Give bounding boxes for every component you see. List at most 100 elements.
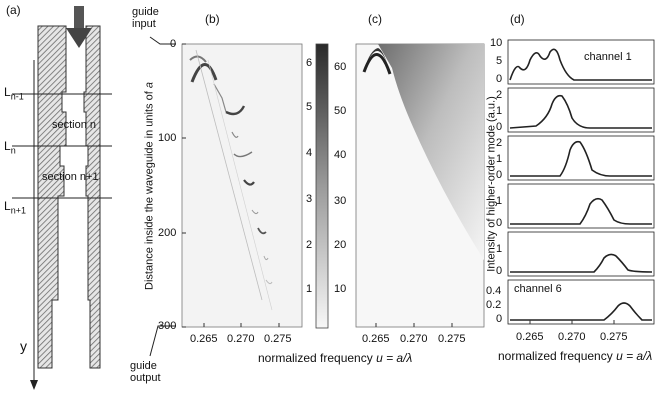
channel-4-plot — [507, 183, 655, 229]
panel-a-label: (a) — [6, 3, 21, 17]
panel-b-xtick-1: 0.265 — [190, 333, 218, 345]
guide-output-line2: output — [130, 372, 161, 384]
panel-b-map — [181, 43, 303, 328]
row4-ytick-0: 0 — [496, 217, 503, 229]
panel-d-xlabel-text: normalized frequency — [498, 349, 617, 363]
label-L-n+1-base: L — [4, 199, 11, 213]
row2-ytick-1: 1 — [496, 105, 503, 117]
row3-ytick-1: 1 — [496, 153, 503, 165]
panel-d-label: (d) — [510, 12, 525, 26]
panel-b-xtick-3: 0.275 — [264, 333, 292, 345]
colorbar — [315, 43, 329, 329]
panel-d-xticks — [529, 320, 615, 324]
cbar-right-20: 20 — [334, 239, 347, 251]
row4-ytick-1: 1 — [496, 195, 503, 207]
panel-d-xtick-1: 0.265 — [516, 331, 544, 343]
panel-b-label: (b) — [205, 12, 220, 26]
cbar-right-50: 50 — [334, 105, 347, 117]
panel-b-ytick-300: 300 — [158, 320, 177, 332]
channel-1-label: channel 1 — [584, 51, 632, 63]
row5-ytick-0: 0 — [496, 265, 503, 277]
row2-ytick-2: 2 — [496, 89, 503, 101]
panel-b-ylabel: Distance inside the waveguide in units o… — [143, 82, 156, 290]
row6-ytick-0.2: 0.2 — [486, 299, 502, 311]
shared-xlabel-text: normalized frequency — [258, 351, 377, 365]
y-axis-label: y — [20, 338, 27, 354]
section-n-label: section n — [52, 119, 97, 131]
left-wall — [37, 25, 67, 369]
cbar-left-1: 1 — [306, 283, 313, 295]
cbar-left-6: 6 — [306, 57, 313, 69]
panel-d-xlabel: normalized frequency u = a/λ — [498, 350, 652, 362]
panel-b-ytick-200: 200 — [158, 227, 177, 239]
guide-input-leader — [149, 36, 176, 45]
panel-b-features — [189, 49, 273, 311]
section-n1-label: section n+1 — [42, 171, 99, 183]
right-wall — [83, 25, 101, 369]
label-L-n+1: Ln+1 — [4, 200, 26, 216]
y-axis-arrow-icon — [30, 60, 38, 390]
label-L-n-1: Ln-1 — [4, 86, 24, 102]
panel-c-xtick-2: 0.270 — [400, 333, 428, 345]
channel-6-label: channel 6 — [514, 283, 562, 295]
panel-d-xlabel-var: u = a/λ — [616, 349, 653, 363]
channel-5-curve — [510, 253, 653, 273]
row3-ytick-0: 0 — [496, 169, 503, 181]
shared-xlabel-var: u = a/λ — [376, 351, 413, 365]
panel-b-ylabel-text: Distance inside the waveguide in units o… — [143, 88, 156, 290]
cbar-right-30: 30 — [334, 195, 347, 207]
channel-6-plot — [507, 279, 655, 325]
panel-b-xtick-2: 0.270 — [227, 333, 255, 345]
panel-b-xticks — [203, 323, 280, 327]
row5-ytick-1: 1 — [496, 243, 503, 255]
label-L-n-1-sub: n-1 — [10, 91, 24, 102]
label-L-n: Ln — [4, 140, 16, 156]
label-L-n+1-sub: n+1 — [10, 205, 26, 216]
panel-c-peak-outline — [362, 53, 392, 75]
row1-ytick-10: 10 — [490, 37, 503, 49]
guide-input-line2: input — [132, 18, 156, 30]
cbar-left-2: 2 — [306, 239, 313, 251]
cbar-left-3: 3 — [306, 193, 313, 205]
cbar-right-10: 10 — [334, 283, 347, 295]
guide-input-label: guide input — [132, 6, 159, 30]
panel-d-xtick-3: 0.275 — [600, 331, 628, 343]
channel-1-plot — [507, 39, 655, 85]
guide-output-line1: guide — [130, 360, 157, 372]
channel-4-curve — [510, 197, 652, 225]
panel-c-fade-region — [378, 44, 484, 260]
panel-c-label: (c) — [368, 12, 382, 26]
label-L-n-base: L — [4, 139, 11, 153]
channel-5-plot — [507, 231, 655, 277]
channel-2-curve — [509, 94, 652, 129]
panel-d-plots — [507, 39, 655, 325]
cbar-right-60: 60 — [334, 61, 347, 73]
channel-6-curve — [510, 302, 652, 321]
panel-d-xtick-2: 0.270 — [558, 331, 586, 343]
channel-3-plot — [507, 135, 655, 181]
panel-b-ytick-0: 0 — [170, 38, 177, 50]
row1-ytick-5: 5 — [496, 55, 503, 67]
panel-c-xtick-1: 0.265 — [362, 333, 390, 345]
row2-ytick-0: 0 — [496, 121, 503, 133]
cbar-left-4: 4 — [306, 147, 313, 159]
guide-output-label: guide output — [130, 360, 161, 384]
input-arrow-icon — [66, 6, 92, 48]
label-L-n-sub: n — [10, 145, 16, 156]
row1-ytick-0: 0 — [496, 73, 503, 85]
label-L-n-1-base: L — [4, 85, 11, 99]
panel-b-ytick-100: 100 — [158, 132, 177, 144]
panel-b-yticks — [182, 43, 186, 328]
row6-ytick-0: 0 — [496, 313, 503, 325]
panel-c-xticks — [375, 323, 453, 327]
cbar-left-5: 5 — [306, 101, 313, 113]
guide-output-leader — [149, 325, 176, 357]
channel-2-plot — [507, 87, 655, 133]
panel-c-peak — [364, 48, 388, 70]
row6-ytick-0.4: 0.4 — [486, 285, 502, 297]
panel-b-ylabel-var: a — [143, 82, 156, 89]
guide-input-line1: guide — [132, 6, 159, 18]
panel-c-xtick-3: 0.275 — [438, 333, 466, 345]
shared-xlabel: normalized frequency u = a/λ — [258, 352, 412, 364]
